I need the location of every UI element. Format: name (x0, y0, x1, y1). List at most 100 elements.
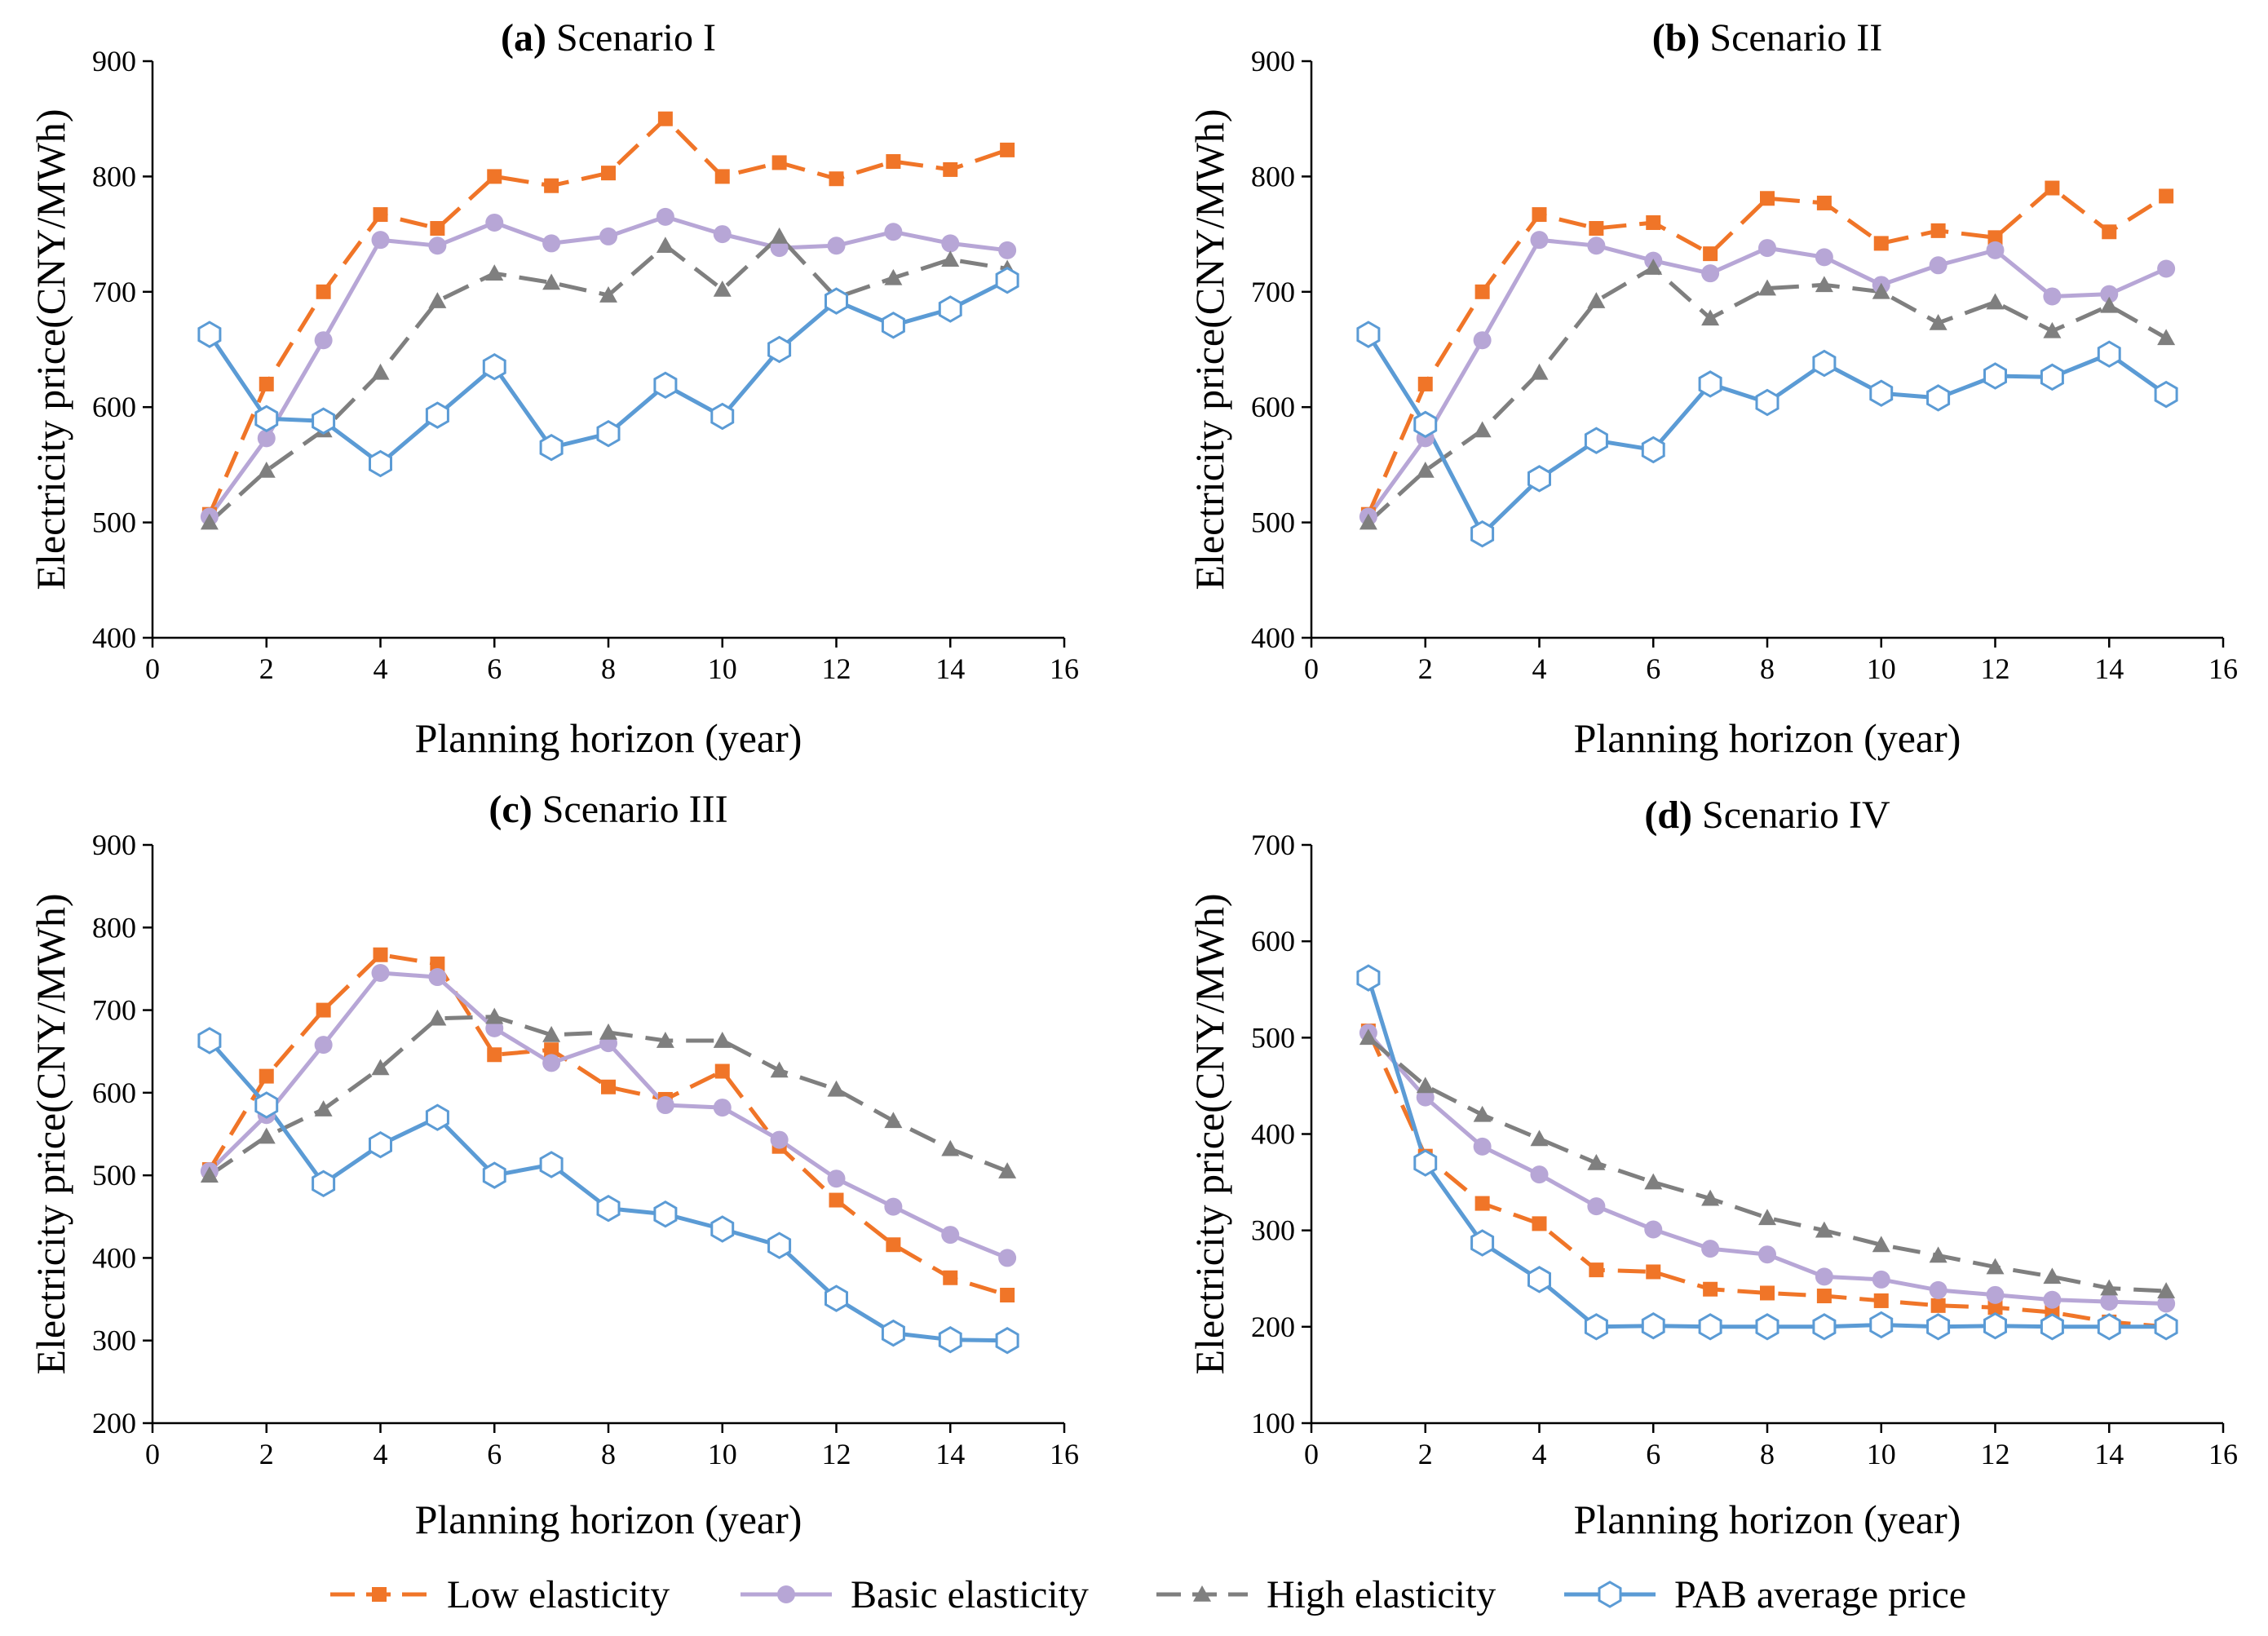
data-point-pab (254, 1091, 279, 1119)
panel-letter: (d) (1644, 794, 1692, 837)
series-line-high (1367, 265, 2168, 524)
data-point-pab (197, 321, 222, 348)
data-point-basic (2157, 1294, 2176, 1313)
data-point-high (941, 1139, 960, 1156)
data-point-high (1587, 292, 1606, 308)
data-point-basic (2100, 1293, 2119, 1311)
data-point-pab (2040, 363, 2064, 391)
data-point-pab (369, 449, 392, 478)
legend-label: Basic elasticity (851, 1573, 1089, 1616)
chart-panel-3: 200 300 400 500 600 700 800 900 0 2 4 6 8 10 12 14 16 Pla… (28, 788, 1079, 1542)
panel-title: (d) Scenario IV (1644, 794, 1890, 837)
data-point-basic (2043, 1290, 2062, 1309)
y-axis-title: Electricity price(CNY/MWh) (1187, 893, 1232, 1374)
x-tick-label: 8 (601, 1438, 616, 1470)
legend-marker (777, 1585, 795, 1603)
data-point-basic (1929, 1280, 1947, 1299)
data-point-low (1873, 1293, 1889, 1308)
data-point-high (1929, 313, 1947, 330)
data-point-high (257, 1127, 276, 1144)
x-tick-label: 12 (1981, 1438, 2010, 1470)
data-point-pab (539, 1151, 564, 1178)
data-point-high (314, 1100, 333, 1116)
data-point-high (542, 1025, 561, 1042)
y-tick-label: 400 (92, 1241, 136, 1274)
data-point-pab (1983, 362, 2007, 390)
data-point-pab (1641, 436, 1665, 464)
data-point-low (1987, 230, 2003, 245)
y-tick-label: 100 (1251, 1407, 1295, 1439)
legend-label: Low elasticity (447, 1573, 670, 1616)
data-point-pab (312, 407, 336, 435)
data-point-basic (1815, 1267, 1833, 1286)
data-point-basic (1872, 1270, 1890, 1289)
data-point-low (1703, 246, 1718, 262)
data-point-high (1359, 513, 1377, 530)
data-point-pab (1812, 349, 1837, 378)
data-point-high (1530, 363, 1549, 380)
data-point-low (316, 284, 331, 299)
data-point-high (1758, 1209, 1776, 1226)
data-point-low (601, 1079, 616, 1094)
data-point-high (1359, 1028, 1377, 1046)
data-point-basic (827, 1170, 846, 1188)
data-point-high (1416, 1077, 1435, 1094)
data-point-basic (998, 241, 1017, 259)
x-tick-label: 6 (1646, 652, 1660, 685)
x-tick-label: 10 (1867, 1438, 1896, 1470)
x-tick-label: 12 (822, 1438, 851, 1470)
data-point-basic (1758, 1245, 1776, 1264)
x-tick-label: 4 (374, 652, 388, 685)
data-point-high (884, 1112, 903, 1129)
y-tick-label: 300 (92, 1324, 136, 1357)
data-point-basic (941, 1226, 960, 1245)
data-point-high (827, 1080, 846, 1097)
panel-name: Scenario III (533, 788, 728, 831)
y-tick-label: 500 (1251, 1021, 1295, 1054)
y-axis-title: Electricity price(CNY/MWh) (1187, 108, 1232, 590)
panel-name: Scenario IV (1692, 794, 1890, 837)
data-point-basic (1587, 237, 1606, 255)
data-point-high (1587, 1153, 1606, 1170)
data-point-basic (713, 225, 732, 244)
chart-panel-1: 400 500 600 700 800 900 0 2 4 6 8 10 12 14 16 Planning … (28, 16, 1079, 761)
legend-item-low: Low elasticity (330, 1573, 670, 1616)
y-tick-label: 400 (92, 621, 136, 654)
y-tick-label: 400 (1251, 1118, 1295, 1151)
data-point-low (544, 1042, 559, 1058)
data-point-low (259, 376, 274, 391)
x-tick-label: 16 (1050, 652, 1079, 685)
y-tick-label: 900 (92, 829, 136, 861)
x-tick-label: 16 (1050, 1438, 1079, 1470)
data-point-basic (2100, 285, 2119, 303)
data-point-high (371, 1059, 390, 1076)
legend-item-high: High elasticity (1156, 1573, 1496, 1616)
y-tick-label: 200 (92, 1407, 136, 1439)
legend-marker (1193, 1585, 1211, 1602)
data-point-pab (1356, 964, 1381, 992)
y-tick-label: 800 (1251, 160, 1295, 192)
x-tick-label: 10 (1867, 652, 1896, 685)
data-point-pab (995, 1326, 1019, 1355)
data-point-high (713, 280, 732, 297)
data-point-pab (938, 295, 962, 323)
data-point-low (829, 1192, 844, 1208)
data-point-basic (1986, 1285, 2005, 1304)
data-point-basic (1644, 1220, 1663, 1239)
data-point-pab (2154, 1313, 2178, 1341)
data-point-low (1760, 1285, 1775, 1301)
data-point-basic (371, 231, 390, 250)
panel-name: Scenario II (1700, 16, 1882, 60)
data-point-pab (1812, 1313, 1837, 1341)
data-point-low (259, 1068, 274, 1084)
data-point-basic (371, 963, 390, 982)
data-point-low (316, 1002, 331, 1018)
panel-title: (b) Scenario II (1652, 16, 1883, 60)
data-point-low (1474, 284, 1490, 299)
data-point-basic (770, 1130, 789, 1149)
y-tick-label: 600 (1251, 925, 1295, 957)
legend-item-pab: PAB average price (1564, 1573, 1966, 1616)
data-point-low (1930, 1298, 1946, 1313)
data-point-high (428, 292, 447, 308)
